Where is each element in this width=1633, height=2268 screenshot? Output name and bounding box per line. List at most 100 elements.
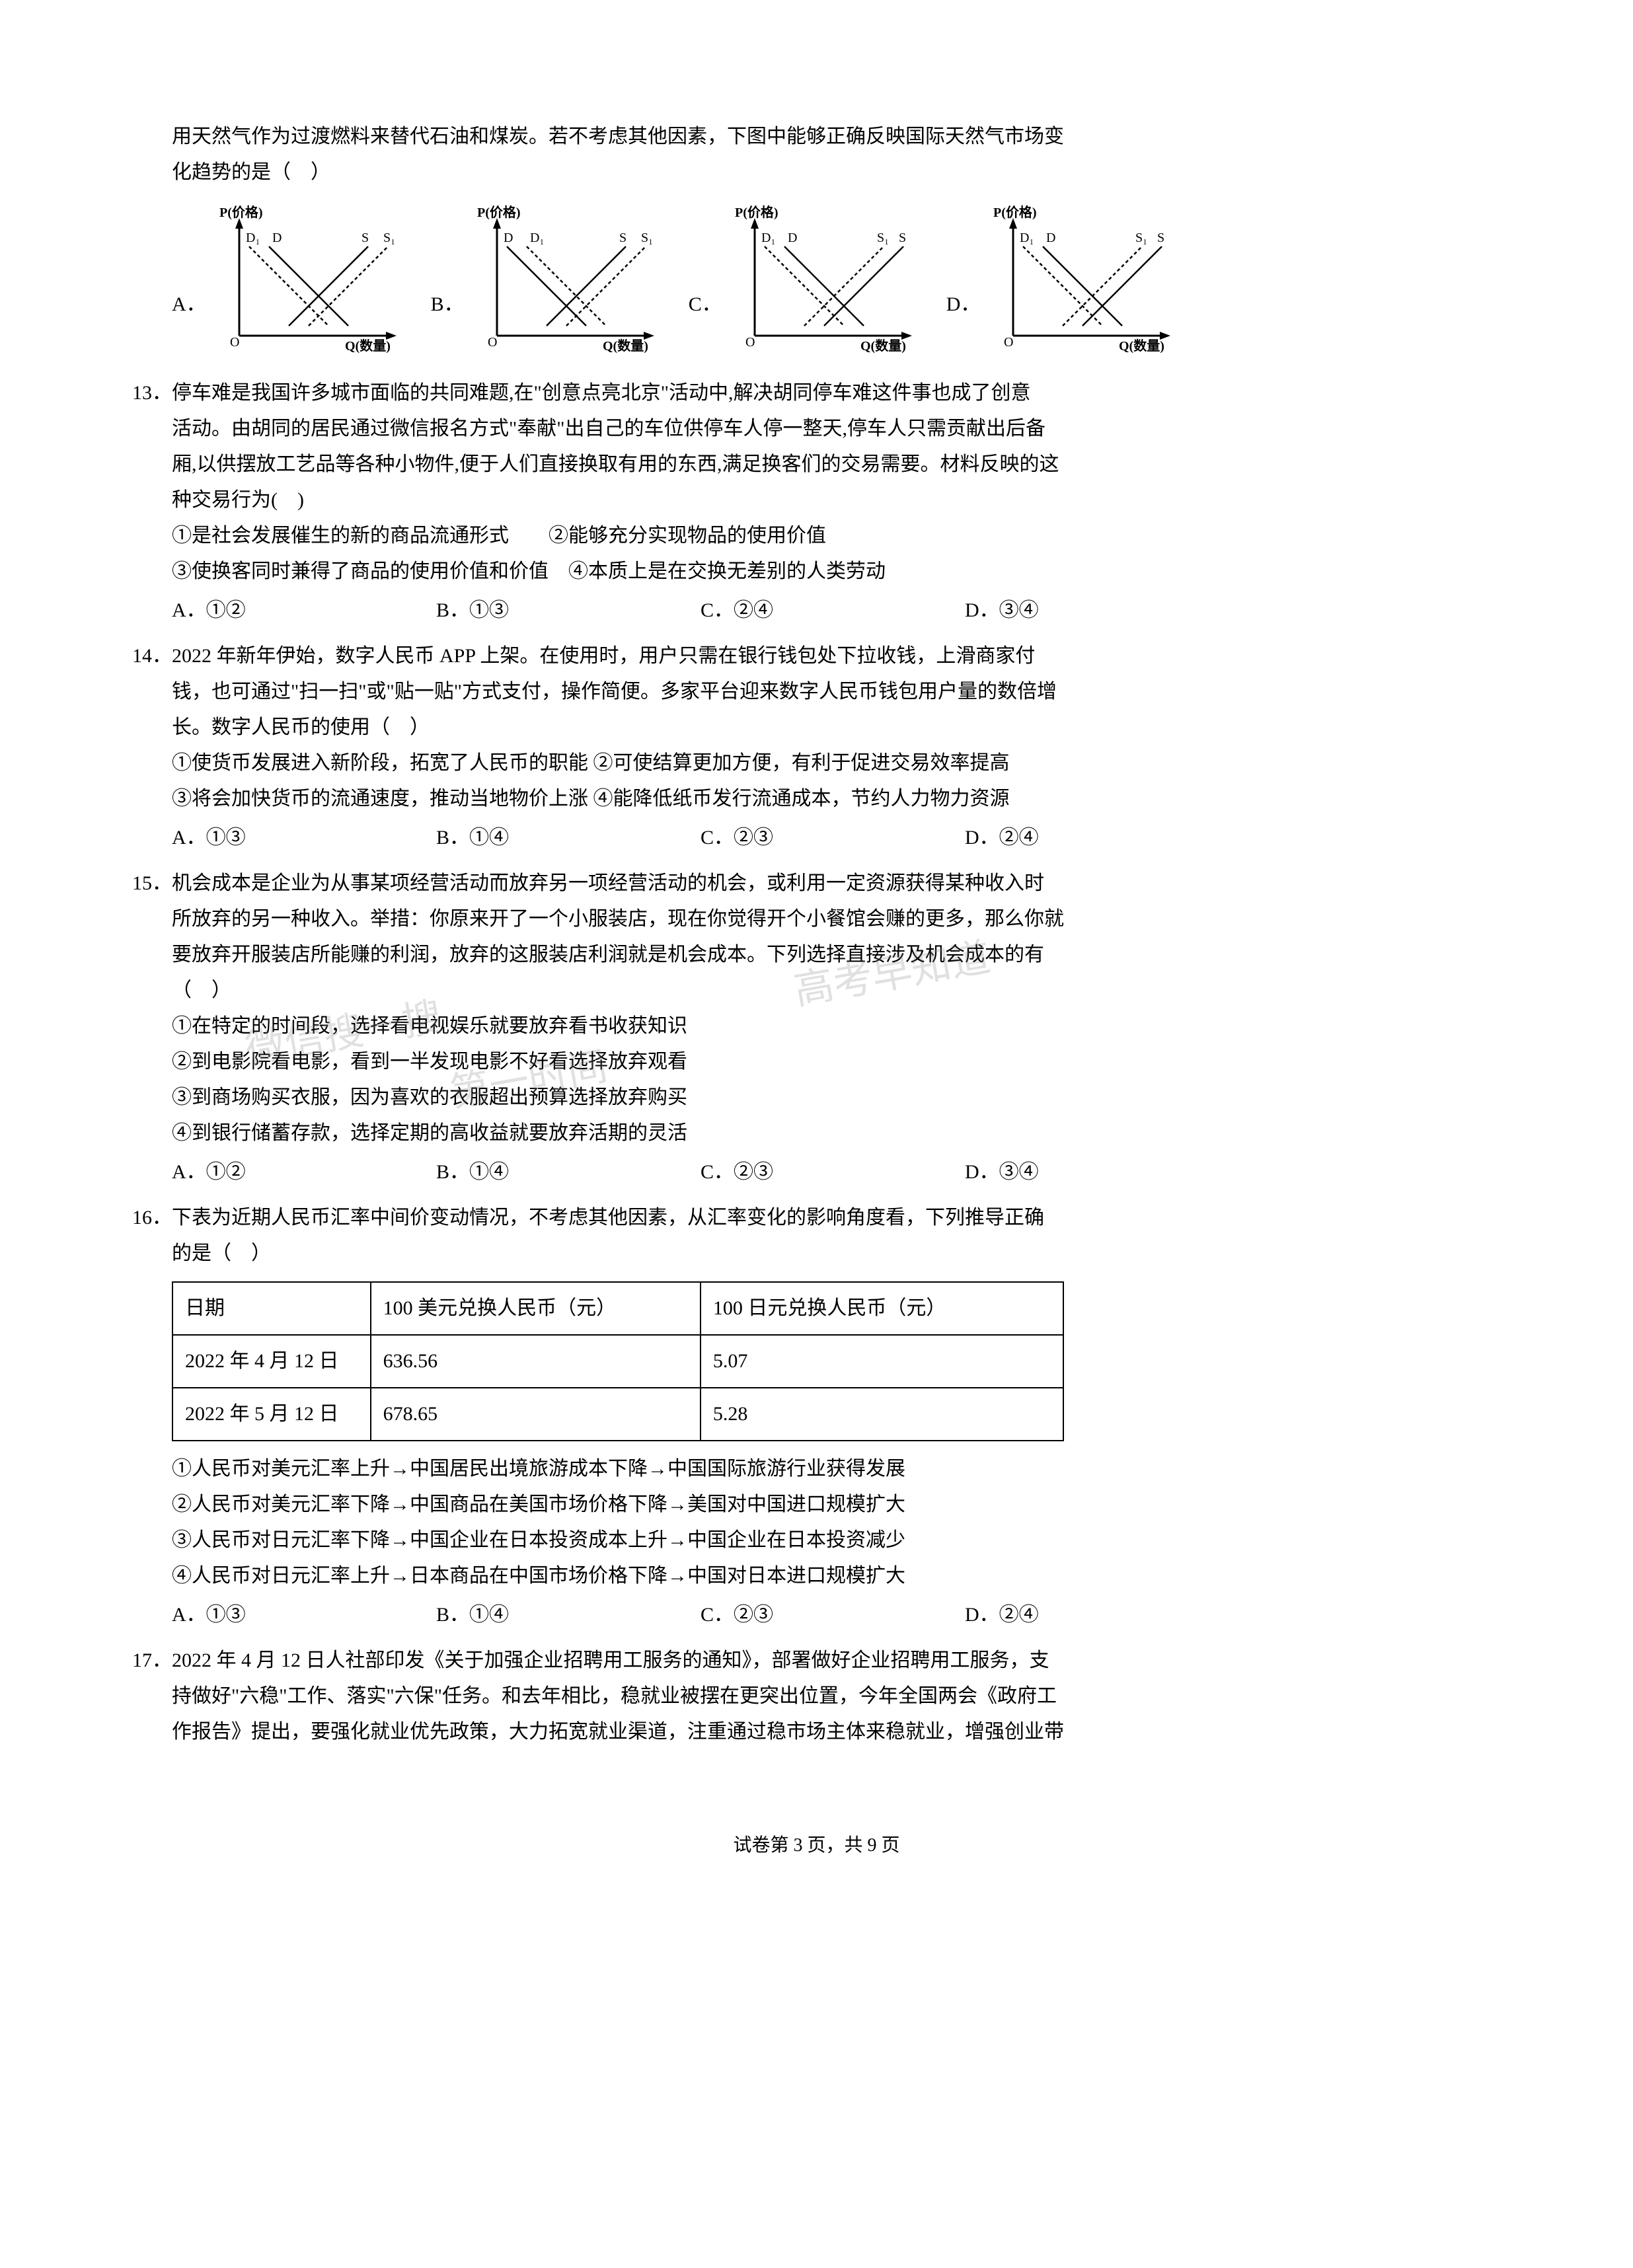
q14-opt-b: B．①④ bbox=[436, 820, 701, 856]
table-row: 2022 年 5 月 12 日 678.65 5.28 bbox=[172, 1388, 1063, 1441]
q14-c2: ③将会加快货币的流通速度，推动当地物价上涨 ④能降低纸币发行流通成本，节约人力物… bbox=[172, 781, 1501, 817]
question-intro: 用天然气作为过渡燃料来替代石油和煤炭。若不考虑其他因素，下图中能够正确反映国际天… bbox=[172, 119, 1501, 190]
q17-l3: 作报告》提出，要强化就业优先政策，大力拓宽就业渠道，注重通过稳市场主体来稳就业，… bbox=[172, 1714, 1501, 1750]
svg-text:D: D bbox=[504, 231, 513, 245]
page-footer: 试卷第 3 页，共 9 页 bbox=[132, 1829, 1501, 1862]
q17-l1: 2022 年 4 月 12 日人社部印发《关于加强企业招聘用工服务的通知》，部署… bbox=[172, 1643, 1049, 1679]
q16-table: 日期 100 美元兑换人民币（元） 100 日元兑换人民币（元） 2022 年 … bbox=[172, 1281, 1501, 1441]
q14-l2: 钱，也可通过"扫一扫"或"贴一贴"方式支付，操作简便。多家平台迎来数字人民币钱包… bbox=[172, 674, 1501, 710]
svg-text:S₁: S₁ bbox=[877, 231, 889, 245]
q13-opt-c: C．②④ bbox=[701, 593, 965, 628]
q14-opt-c: C．②③ bbox=[701, 820, 965, 856]
chart-option-b: B． P(价格) O Q(数量) D D₁ S S₁ bbox=[431, 204, 669, 356]
r2-usd: 678.65 bbox=[371, 1388, 701, 1441]
svg-text:S₁: S₁ bbox=[383, 231, 395, 245]
q14-opt-a: A．①③ bbox=[172, 820, 436, 856]
question-13: 13． 停车难是我国许多城市面临的共同难题,在"创意点亮北京"活动中,解决胡同停… bbox=[132, 375, 1501, 628]
q16-c4: ④人民币对日元汇率上升→日本商品在中国市场价格下降→中国对日本进口规模扩大 bbox=[172, 1558, 1501, 1594]
r1-jpy: 5.07 bbox=[701, 1335, 1063, 1388]
svg-text:D: D bbox=[1046, 231, 1055, 245]
q15-l2: 所放弃的另一种收入。举措：你原来开了一个小服装店，现在你觉得开个小餐馆会赚的更多… bbox=[172, 901, 1501, 937]
chart-label-d: D． bbox=[946, 287, 981, 356]
question-15: 15． 机会成本是企业为从事某项经营活动而放弃另一项经营活动的机会，或利用一定资… bbox=[132, 866, 1501, 1190]
chart-b-svg: P(价格) O Q(数量) D D₁ S S₁ bbox=[471, 204, 669, 356]
q15-opt-b: B．①④ bbox=[436, 1154, 701, 1190]
r1-usd: 636.56 bbox=[371, 1335, 701, 1388]
svg-text:P(价格): P(价格) bbox=[477, 204, 521, 220]
q15-c3: ③到商场购买衣服，因为喜欢的衣服超出预算选择放弃购买 bbox=[172, 1080, 1501, 1115]
chart-label-a: A． bbox=[172, 287, 206, 356]
q16-number: 16． bbox=[132, 1200, 172, 1236]
q15-options: A．①② B．①④ C．②③ D．③④ bbox=[172, 1154, 1501, 1190]
svg-text:D: D bbox=[788, 231, 797, 245]
svg-text:O: O bbox=[230, 335, 239, 350]
svg-text:S₁: S₁ bbox=[1135, 231, 1147, 245]
q15-opt-d: D．③④ bbox=[965, 1154, 1229, 1190]
svg-text:S: S bbox=[619, 231, 627, 245]
q13-options: A．①② B．①③ C．②④ D．③④ bbox=[172, 593, 1501, 628]
svg-text:P(价格): P(价格) bbox=[735, 204, 779, 220]
q13-c1: ①是社会发展催生的新的商品流通形式 ②能够充分实现物品的使用价值 bbox=[172, 518, 1501, 554]
th-date: 日期 bbox=[172, 1282, 371, 1335]
q14-l3: 长。数字人民币的使用（ ） bbox=[172, 710, 1501, 745]
chart-a-svg: P(价格) O Q(数量) D₁ D S S₁ bbox=[213, 204, 411, 356]
q16-c2: ②人民币对美元汇率下降→中国商品在美国市场价格下降→美国对中国进口规模扩大 bbox=[172, 1487, 1501, 1523]
q15-opt-a: A．①② bbox=[172, 1154, 436, 1190]
question-16: 16． 下表为近期人民币汇率中间价变动情况，不考虑其他因素，从汇率变化的影响角度… bbox=[132, 1200, 1501, 1633]
svg-text:D₁: D₁ bbox=[761, 231, 775, 245]
q14-opt-d: D．②④ bbox=[965, 820, 1229, 856]
q13-l1: 停车难是我国许多城市面临的共同难题,在"创意点亮北京"活动中,解决胡同停车难这件… bbox=[172, 375, 1031, 411]
svg-text:Q(数量): Q(数量) bbox=[603, 338, 648, 354]
q14-number: 14． bbox=[132, 638, 172, 674]
svg-text:O: O bbox=[745, 335, 755, 350]
svg-text:D₁: D₁ bbox=[530, 231, 544, 245]
q17-l2: 持做好"六稳"工作、落实"六保"任务。和去年相比，稳就业被摆在更突出位置，今年全… bbox=[172, 1679, 1501, 1714]
table-header-row: 日期 100 美元兑换人民币（元） 100 日元兑换人民币（元） bbox=[172, 1282, 1063, 1335]
q13-opt-d: D．③④ bbox=[965, 593, 1229, 628]
q15-c1: ①在特定的时间段，选择看电视娱乐就要放弃看书收获知识 bbox=[172, 1008, 1501, 1044]
q16-l1: 下表为近期人民币汇率中间价变动情况，不考虑其他因素，从汇率变化的影响角度看，下列… bbox=[172, 1200, 1044, 1236]
chart-option-a: A． P(价格) O Q(数量) D₁ D S S₁ bbox=[172, 204, 411, 356]
r2-jpy: 5.28 bbox=[701, 1388, 1063, 1441]
chart-option-d: D． P(价格) O Q(数量) D₁ D S₁ S bbox=[946, 204, 1186, 356]
q14-options: A．①③ B．①④ C．②③ D．②④ bbox=[172, 820, 1501, 856]
th-jpy: 100 日元兑换人民币（元） bbox=[701, 1282, 1063, 1335]
q16-opt-a: A．①③ bbox=[172, 1597, 436, 1633]
q16-c3: ③人民币对日元汇率下降→中国企业在日本投资成本上升→中国企业在日本投资减少 bbox=[172, 1523, 1501, 1558]
svg-text:D₁: D₁ bbox=[1020, 231, 1034, 245]
svg-text:S: S bbox=[899, 231, 906, 245]
q13-l4: 种交易行为( ) bbox=[172, 482, 1501, 518]
charts-row: A． P(价格) O Q(数量) D₁ D S S₁ B． P(价格) bbox=[172, 204, 1501, 356]
svg-text:D₁: D₁ bbox=[246, 231, 260, 245]
q16-opt-d: D．②④ bbox=[965, 1597, 1229, 1633]
q16-opt-b: B．①④ bbox=[436, 1597, 701, 1633]
chart-c-svg: P(价格) O Q(数量) D₁ D S₁ S bbox=[728, 204, 927, 356]
svg-text:P(价格): P(价格) bbox=[993, 204, 1037, 220]
q15-l3: 要放弃开服装店所能赚的利润，放弃的这服装店利润就是机会成本。下列选择直接涉及机会… bbox=[172, 937, 1501, 973]
question-17: 17． 2022 年 4 月 12 日人社部印发《关于加强企业招聘用工服务的通知… bbox=[132, 1643, 1501, 1750]
svg-text:S: S bbox=[1157, 231, 1164, 245]
q15-l1: 机会成本是企业为从事某项经营活动而放弃另一项经营活动的机会，或利用一定资源获得某… bbox=[172, 866, 1044, 901]
q16-options: A．①③ B．①④ C．②③ D．②④ bbox=[172, 1597, 1501, 1633]
q13-l2: 活动。由胡同的居民通过微信报名方式"奉献"出自己的车位供停车人停一整天,停车人只… bbox=[172, 411, 1501, 447]
svg-text:Q(数量): Q(数量) bbox=[1119, 338, 1164, 354]
chart-option-c: C． P(价格) O Q(数量) D₁ D S₁ S bbox=[689, 204, 927, 356]
svg-text:Q(数量): Q(数量) bbox=[345, 338, 391, 354]
table-row: 2022 年 4 月 12 日 636.56 5.07 bbox=[172, 1335, 1063, 1388]
q13-l3: 厢,以供摆放工艺品等各种小物件,便于人们直接换取有用的东西,满足换客们的交易需要… bbox=[172, 447, 1501, 482]
q15-opt-c: C．②③ bbox=[701, 1154, 965, 1190]
q13-c2: ③使换客同时兼得了商品的使用价值和价值 ④本质上是在交换无差别的人类劳动 bbox=[172, 554, 1501, 589]
r1-date: 2022 年 4 月 12 日 bbox=[172, 1335, 371, 1388]
q16-c1: ①人民币对美元汇率上升→中国居民出境旅游成本下降→中国国际旅游行业获得发展 bbox=[172, 1451, 1501, 1487]
svg-text:O: O bbox=[488, 335, 497, 350]
svg-text:O: O bbox=[1004, 335, 1013, 350]
svg-text:S₁: S₁ bbox=[641, 231, 653, 245]
q14-l1: 2022 年新年伊始，数字人民币 APP 上架。在使用时，用户只需在银行钱包处下… bbox=[172, 638, 1035, 674]
chart-label-c: C． bbox=[689, 287, 722, 356]
r2-date: 2022 年 5 月 12 日 bbox=[172, 1388, 371, 1441]
axis-y-label: P(价格) bbox=[219, 204, 263, 220]
q13-opt-a: A．①② bbox=[172, 593, 436, 628]
q15-c2: ②到电影院看电影，看到一半发现电影不好看选择放弃观看 bbox=[172, 1044, 1501, 1080]
th-usd: 100 美元兑换人民币（元） bbox=[371, 1282, 701, 1335]
q16-opt-c: C．②③ bbox=[701, 1597, 965, 1633]
